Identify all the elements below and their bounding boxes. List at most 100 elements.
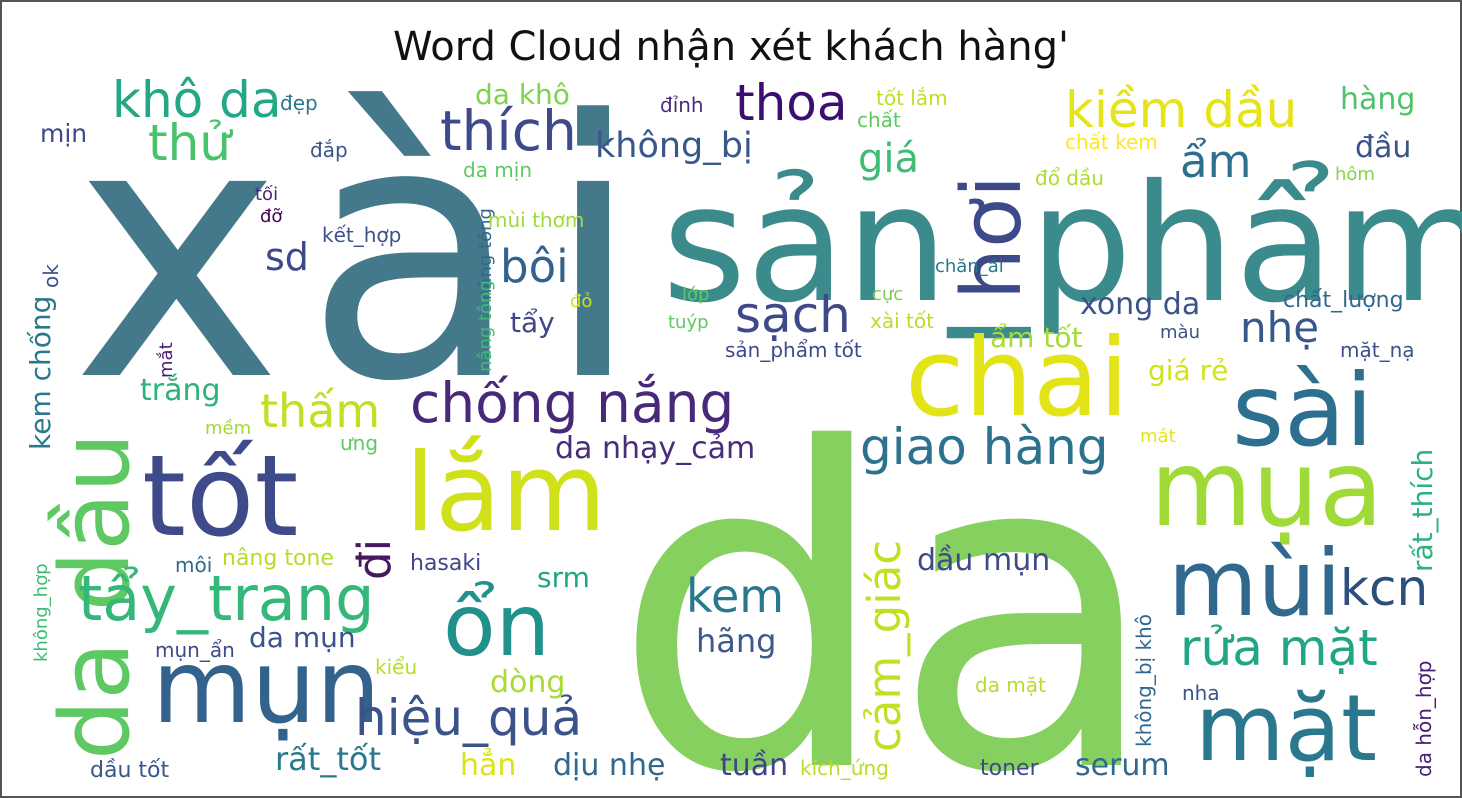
word: dầu mụn: [917, 543, 1050, 578]
word: hẳn: [460, 746, 516, 783]
word: tẩy_trang: [78, 562, 374, 635]
word: kem chống: [24, 296, 57, 450]
word: giá rẻ: [1148, 354, 1228, 387]
word: đỡ: [260, 206, 282, 227]
word: mụn: [152, 628, 381, 747]
word: xài tốt: [870, 309, 934, 333]
word: trắng: [140, 373, 221, 408]
word: sản_phẩm tốt: [725, 338, 862, 362]
word: giao hàng: [860, 418, 1109, 476]
word: không_hợp: [31, 563, 52, 662]
word: hasaki: [410, 551, 481, 576]
word: nha: [1182, 681, 1220, 705]
word: sạch: [735, 286, 851, 344]
word: đỏ: [570, 291, 592, 312]
word: tối: [255, 184, 278, 205]
word: mùi thơm: [488, 208, 584, 232]
word: mụa: [1150, 428, 1383, 550]
word: bôi: [500, 240, 569, 293]
word: ưng: [340, 431, 378, 455]
word: thấm: [260, 384, 380, 438]
word: chai: [905, 316, 1129, 441]
word: đỉnh: [660, 93, 704, 117]
word: da dầu: [41, 433, 151, 760]
word: nâng tone: [222, 546, 334, 571]
chart-title: Word Cloud nhận xét khách hàng': [393, 24, 1069, 70]
word: da khô: [475, 78, 570, 111]
word: toner: [980, 756, 1040, 781]
word: thử: [148, 114, 233, 172]
word: chất_lượng: [1283, 288, 1404, 313]
word: da: [612, 357, 1161, 798]
word: thích: [440, 99, 577, 163]
word: rất_tốt: [275, 740, 381, 778]
word: môi: [175, 553, 212, 577]
word: thoa: [735, 74, 848, 132]
word: kiểu: [375, 655, 417, 679]
word: mắt: [156, 342, 177, 378]
word: kiềm dầu: [1065, 81, 1297, 139]
word: cảm_giác: [858, 540, 911, 752]
word: hãng: [696, 622, 776, 660]
word: da nhạy_cảm: [555, 431, 755, 466]
word: cực: [872, 284, 903, 305]
word: tốt: [142, 432, 298, 562]
word: đẹp: [280, 91, 318, 115]
word: dòng: [490, 665, 565, 700]
word: serum: [1075, 748, 1170, 783]
word: hơi: [945, 175, 1040, 300]
word: giá: [858, 136, 919, 182]
word: tuýp: [668, 312, 709, 333]
word: rất_thích: [1406, 449, 1439, 572]
word: hôm: [1335, 164, 1375, 185]
word: xong da: [1080, 287, 1200, 322]
word: khô da: [112, 71, 282, 129]
word: da mặt: [975, 673, 1046, 697]
word: dịu nhẹ: [553, 748, 665, 783]
word: mụn_ẩn: [155, 638, 235, 662]
word: kcn: [1340, 559, 1428, 617]
word: kết_hợp: [322, 223, 401, 247]
word: lớp: [682, 284, 709, 305]
word: sản_phẩm: [662, 151, 1462, 339]
word: đầu: [1355, 130, 1411, 165]
word: sài: [1232, 352, 1373, 469]
word: dầu tốt: [90, 758, 169, 783]
word: nhẹ: [1240, 303, 1319, 352]
word: sd: [265, 235, 309, 279]
word: mặt_nạ: [1340, 338, 1415, 362]
word: srm: [537, 561, 590, 594]
word: da hỗn_hợp: [1412, 660, 1436, 777]
word: tốt lắm: [876, 86, 948, 110]
word: chăn_ái: [935, 256, 1004, 277]
word: tuần: [720, 748, 788, 783]
word: hiệu_quả: [355, 689, 582, 747]
word: kích_ứng: [800, 756, 889, 780]
word: ok: [39, 264, 63, 288]
word: chất kem: [1065, 130, 1158, 154]
word: không_bị khô: [1132, 614, 1156, 747]
word: rửa mặt: [1180, 619, 1378, 677]
word: mát: [1140, 426, 1176, 447]
word: ẩm: [1180, 135, 1251, 188]
word: chất: [857, 108, 901, 132]
word: mềm: [205, 418, 251, 439]
word: ẩm tốt: [990, 321, 1082, 354]
word: đổ dầu: [1035, 166, 1104, 190]
word: kem: [686, 569, 784, 623]
word: không_bị: [595, 126, 753, 166]
word: da mịn: [463, 158, 532, 182]
word: chống nắng: [410, 371, 734, 435]
word: hàng: [1340, 82, 1415, 117]
word: xài: [72, 45, 664, 459]
word: lắm: [405, 431, 606, 556]
word: đắp: [310, 138, 348, 162]
word: mịn: [40, 119, 87, 148]
word: mặt: [1195, 675, 1377, 782]
word: màu: [1160, 322, 1200, 343]
word: nâng tông: [475, 208, 496, 300]
word: da mụn: [249, 621, 356, 654]
